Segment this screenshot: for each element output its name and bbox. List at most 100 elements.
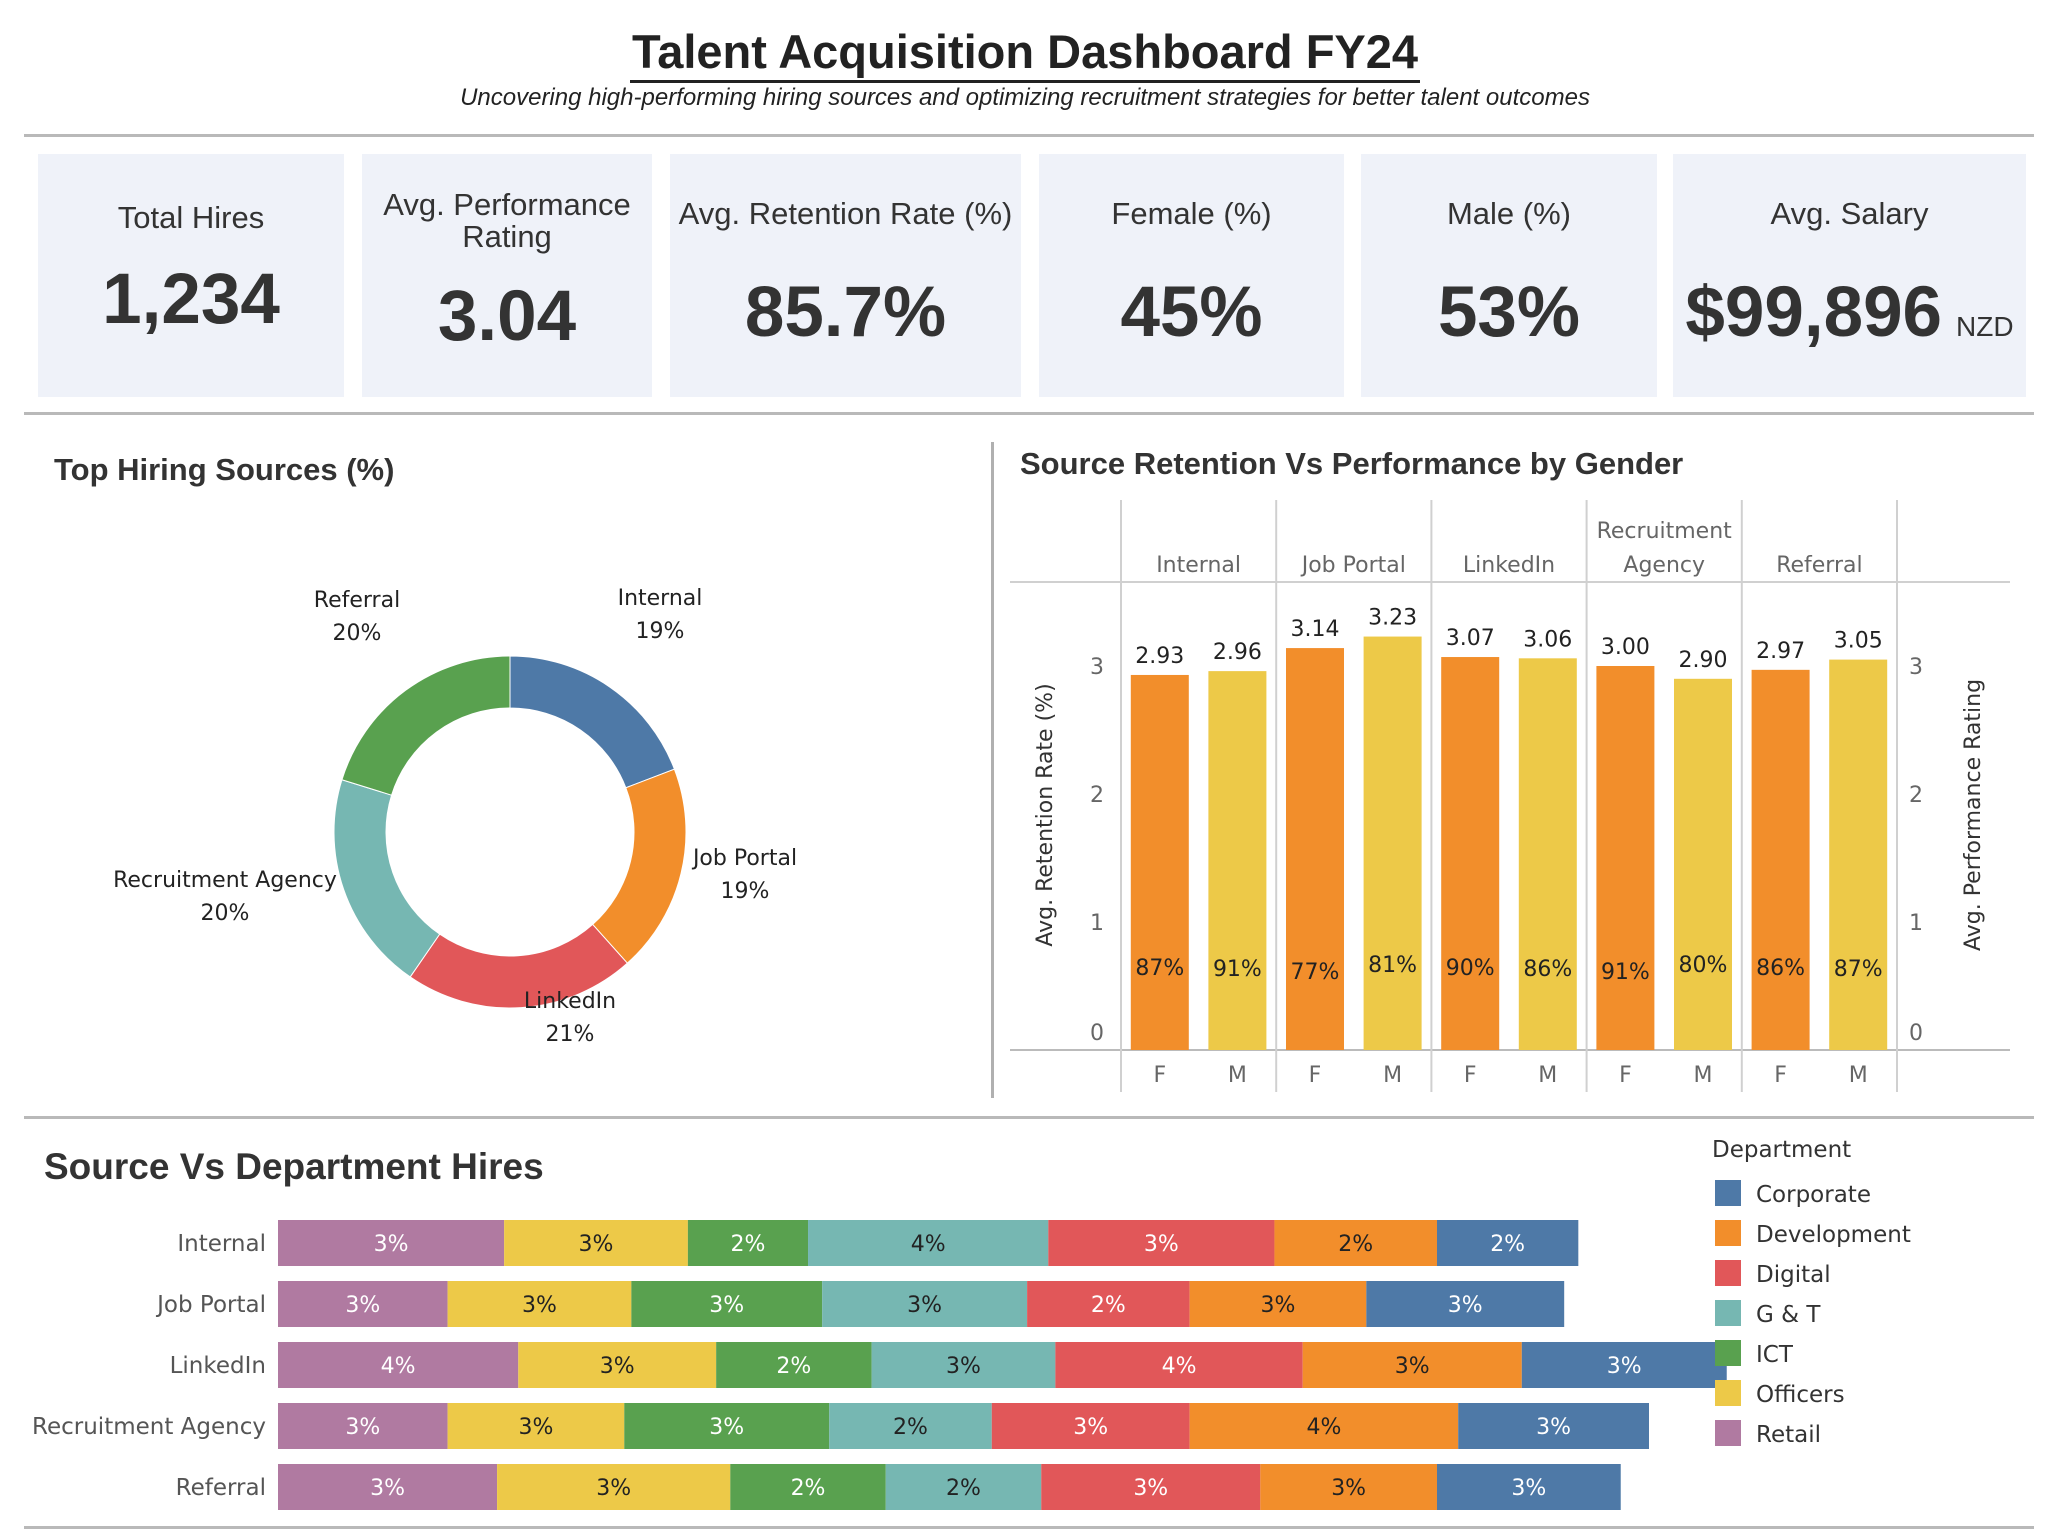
segment-ict — [624, 1403, 830, 1449]
slice-value-label: 20% — [333, 621, 382, 646]
bar-rating-label: 2.93 — [1135, 644, 1184, 669]
segment-officers — [504, 1220, 688, 1266]
bar-retention-label: 90% — [1446, 956, 1495, 981]
segment-officers — [518, 1342, 717, 1388]
segment-label: 3% — [596, 1476, 631, 1501]
slice-label: Internal — [618, 586, 703, 611]
segment-label: 4% — [381, 1354, 416, 1379]
x-tick-gender: F — [1619, 1063, 1632, 1088]
slice-value-label: 19% — [721, 879, 770, 904]
divider — [24, 1116, 2034, 1119]
segment-corporate — [1458, 1403, 1649, 1449]
segment-label: 3% — [579, 1232, 614, 1257]
x-tick-gender: F — [1309, 1063, 1322, 1088]
bar-rating-label: 3.14 — [1291, 617, 1340, 642]
legend-item-label: Retail — [1756, 1422, 1821, 1448]
bar-rating-label: 2.96 — [1213, 640, 1262, 665]
segment-label: 3% — [1073, 1415, 1108, 1440]
y-axis-title-right: Avg. Performance Rating — [1961, 679, 1986, 951]
legend-swatch — [1715, 1260, 1741, 1286]
slice-value-label: 19% — [636, 619, 685, 644]
segment-g-t — [808, 1220, 1049, 1266]
kpi-value: 45% — [1120, 273, 1263, 352]
legend-swatch — [1715, 1300, 1741, 1326]
segment-retail — [278, 1281, 448, 1327]
bar-retention-label: 87% — [1834, 957, 1883, 982]
segment-label: 2% — [791, 1476, 826, 1501]
segment-ict — [730, 1464, 886, 1510]
x-tick-gender: M — [1228, 1063, 1247, 1088]
y-tick-left: 1 — [1090, 911, 1104, 936]
bar-internal-f — [1130, 674, 1189, 1050]
segment-corporate — [1366, 1281, 1565, 1327]
bar-retention-label: 80% — [1679, 953, 1728, 978]
divider — [24, 1526, 2034, 1529]
y-tick-left: 3 — [1090, 655, 1104, 680]
legend-swatch — [1715, 1380, 1741, 1406]
bar-retention-label: 81% — [1368, 953, 1417, 978]
bar-recruitment-agency-f — [1596, 666, 1655, 1050]
kpi-male: Male (%) 53% — [1361, 154, 1657, 397]
kpi-avg-retention: Avg. Retention Rate (%) 85.7% — [670, 154, 1021, 397]
segment-development — [1189, 1403, 1459, 1449]
segment-label: 2% — [1091, 1293, 1126, 1318]
x-tick-gender: M — [1383, 1063, 1402, 1088]
segment-g-t — [885, 1464, 1042, 1510]
group-header-label: Referral — [1776, 553, 1862, 578]
segment-label: 4% — [1306, 1415, 1341, 1440]
kpi-value: $99,896 NZD — [1673, 272, 2026, 353]
segment-label: 3% — [522, 1293, 557, 1318]
dashboard-subtitle: Uncovering high-performing hiring source… — [460, 84, 1590, 111]
group-header-label: LinkedIn — [1463, 553, 1555, 578]
segment-ict — [716, 1342, 872, 1388]
donut-chart-title: Top Hiring Sources (%) — [54, 452, 395, 487]
slice-label: LinkedIn — [524, 989, 616, 1014]
bar-rating-label: 3.06 — [1523, 627, 1572, 652]
segment-development — [1260, 1464, 1437, 1510]
kpi-label: Avg. Performance Rating — [383, 187, 631, 254]
segment-label: 3% — [600, 1354, 635, 1379]
divider — [24, 412, 2034, 415]
bar-rating-label: 3.07 — [1446, 626, 1495, 651]
legend-swatch — [1715, 1420, 1741, 1446]
source-department-stacked-chart: Internal 3% 3% 2% 4% 3% 2% 2% Job Portal 3% 3% 3% 3%… — [32, 1220, 1727, 1510]
segment-digital — [1048, 1220, 1275, 1266]
segment-label: 3% — [374, 1232, 409, 1257]
segment-label: 2% — [893, 1415, 928, 1440]
group-header-label: Job Portal — [1300, 553, 1406, 578]
y-tick-right: 3 — [1909, 655, 1923, 680]
y-tick-left: 0 — [1090, 1021, 1104, 1046]
segment-officers — [497, 1464, 731, 1510]
segment-g-t — [829, 1403, 992, 1449]
bar-job-portal-f — [1286, 648, 1344, 1050]
hiring-sources-donut-chart: Internal 19% Job Portal 19% LinkedIn 21% Recru… — [113, 586, 797, 1047]
segment-label: 3% — [1133, 1476, 1168, 1501]
bar-referral-f — [1751, 669, 1810, 1050]
salary-unit: NZD — [1956, 311, 2014, 342]
segment-label: 3% — [370, 1476, 405, 1501]
row-label: LinkedIn — [170, 1353, 266, 1379]
segment-label: 2% — [776, 1354, 811, 1379]
segment-label: 2% — [946, 1476, 981, 1501]
segment-label: 3% — [1607, 1354, 1642, 1379]
segment-development — [1189, 1281, 1367, 1327]
bar-retention-label: 77% — [1291, 960, 1340, 985]
segment-digital — [1055, 1342, 1303, 1388]
segment-g-t — [822, 1281, 1028, 1327]
legend-item-label: Corporate — [1756, 1182, 1871, 1208]
kpi-avg-performance: Avg. Performance Rating 3.04 — [362, 154, 652, 397]
vertical-divider — [991, 442, 994, 1098]
kpi-value: 3.04 — [437, 277, 577, 356]
bar-retention-label: 91% — [1213, 957, 1262, 982]
segment-corporate — [1436, 1220, 1579, 1266]
segment-ict — [631, 1281, 823, 1327]
kpi-value: 85.7% — [744, 273, 947, 352]
x-tick-gender: F — [1774, 1063, 1787, 1088]
segment-label: 2% — [731, 1232, 766, 1257]
department-legend: Corporate Development Digital G & T ICT Offic… — [1715, 1180, 1911, 1448]
y-tick-right: 0 — [1909, 1021, 1923, 1046]
kpi-label: Male (%) — [1446, 196, 1571, 231]
segment-label: 3% — [709, 1415, 744, 1440]
segment-digital — [991, 1403, 1190, 1449]
slice-label: Job Portal — [691, 846, 797, 871]
